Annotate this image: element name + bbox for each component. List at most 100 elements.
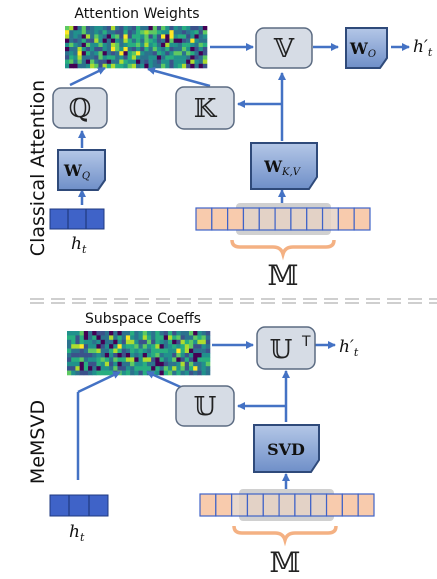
heatmap-cell: [190, 34, 195, 39]
heatmap-cell: [65, 34, 70, 39]
heatmap-cell: [102, 42, 108, 48]
memory-brace-bottom: [232, 525, 338, 547]
heatmap-cell: [184, 366, 190, 371]
heatmap-cell: [181, 26, 187, 31]
heatmap-cell: [98, 26, 103, 31]
heatmap-cell: [159, 335, 165, 341]
heatmap-cell: [104, 331, 110, 336]
heatmap-cell: [92, 348, 97, 354]
heatmap-cell: [148, 38, 154, 44]
input-label-bottom: ht: [69, 522, 85, 544]
heatmap-cell: [115, 30, 120, 35]
heatmap-cell: [155, 361, 160, 367]
heatmap-cell: [201, 361, 207, 367]
heatmap-cell: [152, 38, 158, 44]
heatmap-cell: [102, 55, 108, 60]
heatmap-cell: [119, 51, 124, 56]
heatmap-cell: [134, 344, 139, 349]
heatmap-cell: [184, 339, 190, 345]
heatmap-cell: [75, 331, 80, 336]
heatmap-cell: [173, 55, 179, 60]
heatmap-cell: [85, 42, 91, 48]
heatmap-cell: [100, 335, 106, 341]
heatmap-cell: [172, 335, 177, 341]
heatmap-cell: [176, 357, 181, 363]
heatmap-cell: [119, 59, 124, 65]
heatmap-cell: [77, 47, 83, 52]
heatmap-cell: [104, 344, 110, 349]
heatmap-cell: [184, 353, 190, 358]
heatmap-cell: [140, 34, 145, 39]
heatmap-cell: [198, 42, 204, 48]
heatmap-cell: [83, 353, 89, 358]
heatmap-cell: [71, 335, 76, 341]
heatmap-cell: [194, 47, 199, 52]
heatmap-cell: [161, 51, 166, 56]
heatmap-cell: [142, 357, 148, 363]
heatmap-cell: [117, 335, 122, 341]
heatmap-cell: [71, 348, 76, 354]
heatmap-cell: [146, 353, 152, 358]
heatmap-cell: [197, 339, 202, 345]
heatmap-cell: [186, 38, 191, 44]
heatmap-cell: [190, 55, 195, 60]
memory-cell: [231, 493, 249, 517]
heatmap-cell: [161, 30, 166, 35]
section-label-memsvd: MeMSVD: [27, 400, 49, 484]
heatmap-cell: [117, 353, 122, 358]
heatmap-cell: [136, 26, 141, 31]
heatmap-cell: [156, 47, 162, 52]
heatmap-cell: [127, 30, 133, 35]
heatmap-cell: [106, 42, 112, 48]
heatmap-cell: [201, 335, 207, 341]
heatmap-cell: [106, 55, 112, 60]
heatmap-cell: [177, 26, 183, 31]
heatmap-cell: [186, 55, 191, 60]
heatmap-cell: [151, 361, 156, 367]
heatmap-cell: [136, 38, 141, 44]
heatmap-cell: [88, 370, 93, 376]
heatmap-cell: [176, 348, 181, 354]
heatmap-cell: [177, 30, 183, 35]
heatmap-cell: [100, 357, 106, 363]
heatmap-cell: [123, 34, 128, 39]
heatmap-cell: [138, 353, 144, 358]
heatmap-cell: [161, 38, 166, 44]
heatmap-cell: [165, 59, 170, 65]
heatmap-cell: [77, 55, 83, 60]
heatmap-cell: [144, 30, 149, 35]
heatmap-cell: [131, 47, 137, 52]
heatmap-cell: [67, 357, 72, 363]
heatmap-cell: [201, 344, 207, 349]
heatmap-cell: [193, 361, 198, 367]
heatmap-cell: [202, 26, 208, 31]
heatmap-cell: [148, 47, 154, 52]
heatmap-cell: [104, 339, 110, 345]
heatmap-cell: [173, 30, 179, 35]
heatmap-cell: [159, 366, 165, 371]
heatmap-cell: [123, 26, 128, 31]
heatmap-cell: [123, 51, 128, 56]
heatmap-cell: [65, 47, 70, 52]
heatmap-cell: [85, 47, 91, 52]
heatmap-cell: [88, 353, 93, 358]
heatmap-cell: [109, 366, 114, 371]
section-label-classical: Classical Attention: [27, 80, 49, 256]
heatmap-cell: [104, 353, 110, 358]
heatmap-cell: [194, 55, 199, 60]
heatmap-cell: [110, 42, 116, 48]
heatmap-cell: [90, 30, 95, 35]
heatmap-cell: [131, 51, 137, 56]
heatmap-cell: [127, 42, 133, 48]
heatmap-cell: [202, 47, 208, 52]
heatmap-cell: [104, 361, 110, 367]
u-symbol: 𝕌: [194, 392, 217, 422]
heatmap-cell: [117, 331, 122, 336]
heatmap-cell: [81, 34, 87, 39]
heatmap-cell: [134, 348, 139, 354]
heatmap-cell: [155, 357, 160, 363]
heatmap-cell: [205, 339, 211, 345]
heatmap-cell: [177, 63, 183, 69]
heatmap-cell: [113, 353, 118, 358]
heatmap-cell: [198, 38, 204, 44]
